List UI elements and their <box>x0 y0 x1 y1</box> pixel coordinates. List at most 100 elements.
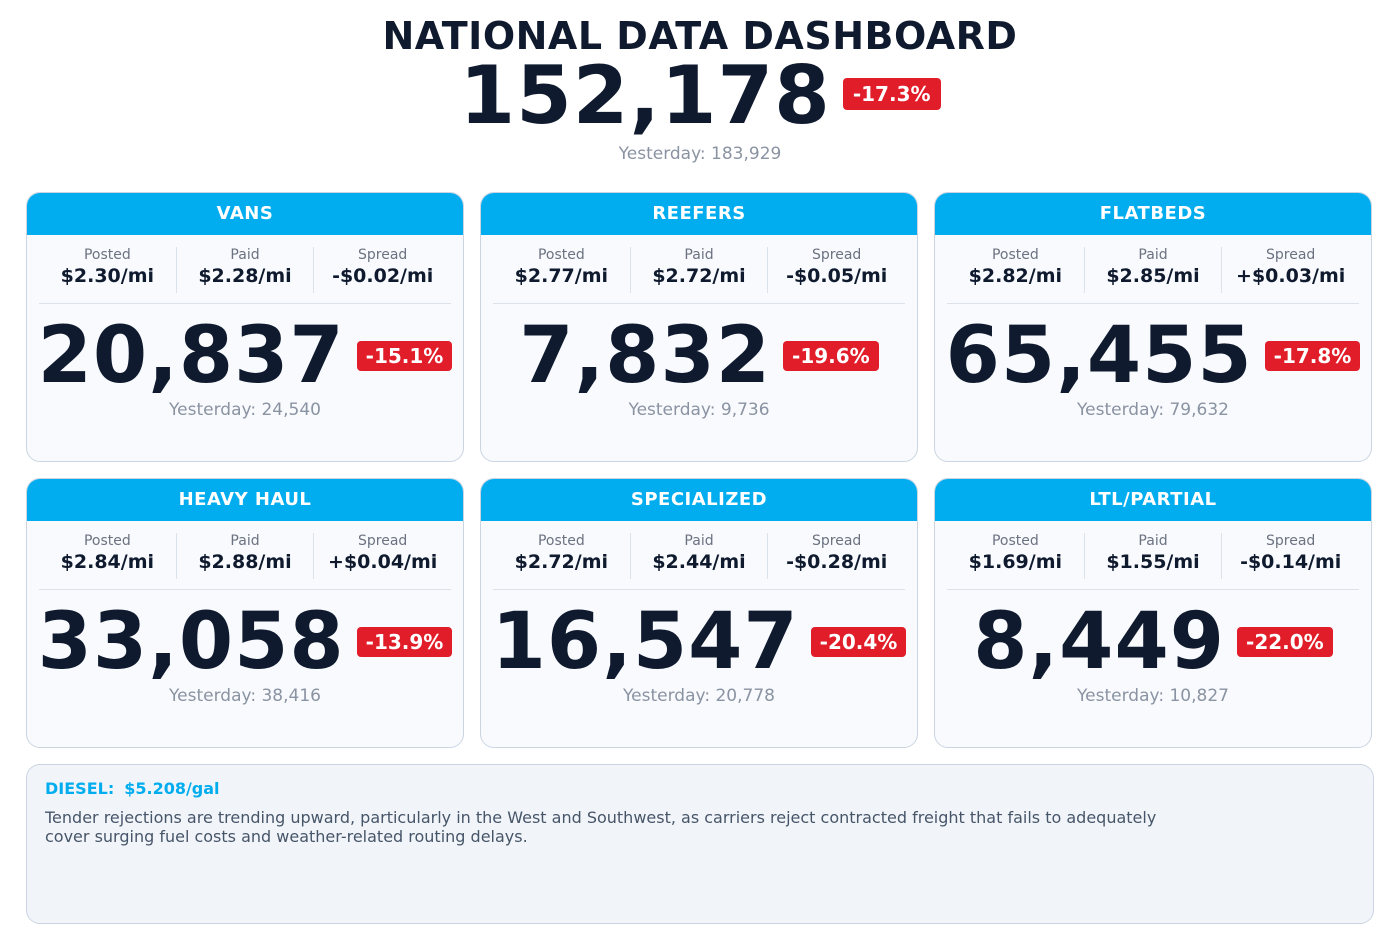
metric-label: Paid <box>684 533 714 549</box>
card-vans: VANS Posted $2.30/mi Paid $2.28/mi Spread -… <box>26 192 464 462</box>
metric-paid: Paid $2.44/mi <box>631 533 769 579</box>
metric-paid: Paid $2.72/mi <box>631 247 769 293</box>
metric-label: Posted <box>537 533 585 549</box>
metric-paid: Paid $2.88/mi <box>177 533 315 579</box>
total-change-badge: -17.3% <box>842 78 941 110</box>
card-title: SPECIALIZED <box>481 479 917 521</box>
metric-posted: Posted $1.69/mi <box>947 533 1085 579</box>
change-badge: -20.4% <box>810 627 907 657</box>
metric-label: Spread <box>358 247 408 263</box>
diesel-price: DIESEL: $5.208/gal <box>45 779 1355 798</box>
metric-label: Paid <box>230 247 260 263</box>
yesterday-count: Yesterday: 10,827 <box>1077 686 1229 706</box>
change-badge: -22.0% <box>1237 627 1333 657</box>
metric-spread: Spread -$0.14/mi <box>1222 533 1359 579</box>
metric-label: Spread <box>812 247 862 263</box>
diesel-value: $5.208/gal <box>124 779 220 798</box>
total-loads: 152,178 <box>459 49 831 142</box>
card-reefers: REEFERS Posted $2.77/mi Paid $2.72/mi Spre… <box>480 192 918 462</box>
change-badge: -13.9% <box>356 627 453 657</box>
change-badge: -15.1% <box>356 341 453 371</box>
load-count: 7,832 <box>519 311 772 401</box>
metric-label: Posted <box>83 533 131 549</box>
metric-value: $2.77/mi <box>514 265 609 287</box>
load-count: 8,449 <box>973 597 1226 687</box>
metric-label: Paid <box>1138 247 1168 263</box>
metric-value: $2.72/mi <box>652 265 746 287</box>
yesterday-count: Yesterday: 38,416 <box>169 686 321 706</box>
market-note-panel: DIESEL: $5.208/gal Tender rejections are … <box>26 764 1374 924</box>
yesterday-count: Yesterday: 20,778 <box>623 686 775 706</box>
total-row: 152,178 -17.3% <box>0 49 1400 142</box>
metric-value: $1.55/mi <box>1106 551 1200 573</box>
card-title: REEFERS <box>481 193 917 235</box>
metric-value: -$0.02/mi <box>332 265 434 287</box>
card-title: HEAVY HAUL <box>27 479 463 521</box>
load-count-row: 8,449 -22.0% <box>935 598 1371 686</box>
card-title: VANS <box>27 193 463 235</box>
rate-metrics: Posted $1.69/mi Paid $1.55/mi Spread -$0.14… <box>947 533 1359 590</box>
metric-label: Posted <box>537 247 585 263</box>
page-title: NATIONAL DATA DASHBOARD <box>382 14 1018 58</box>
load-count-row: 16,547 -20.4% <box>481 598 917 686</box>
metric-label: Spread <box>1266 247 1316 263</box>
rate-metrics: Posted $2.72/mi Paid $2.44/mi Spread -$0.28… <box>493 533 905 590</box>
load-count-row: 65,455 -17.8% <box>935 312 1371 400</box>
metric-value: +$0.04/mi <box>328 551 438 573</box>
metric-spread: Spread -$0.28/mi <box>768 533 905 579</box>
metric-value: $2.30/mi <box>60 265 155 287</box>
metric-posted: Posted $2.30/mi <box>39 247 177 293</box>
change-badge: -19.6% <box>783 341 879 371</box>
diesel-label: DIESEL: <box>45 779 115 798</box>
metric-value: $2.28/mi <box>198 265 292 287</box>
rate-metrics: Posted $2.30/mi Paid $2.28/mi Spread -$0.02… <box>39 247 451 304</box>
load-count: 33,058 <box>37 597 345 687</box>
metric-posted: Posted $2.72/mi <box>493 533 631 579</box>
rate-metrics: Posted $2.82/mi Paid $2.85/mi Spread +$0.03… <box>947 247 1359 304</box>
metric-label: Paid <box>230 533 260 549</box>
yesterday-count: Yesterday: 24,540 <box>169 400 321 420</box>
metric-value: $1.69/mi <box>968 551 1063 573</box>
metric-label: Posted <box>991 247 1039 263</box>
load-count-row: 20,837 -15.1% <box>27 312 463 400</box>
load-count: 16,547 <box>491 597 799 687</box>
metric-value: $2.72/mi <box>514 551 609 573</box>
rate-metrics: Posted $2.77/mi Paid $2.72/mi Spread -$0.05… <box>493 247 905 304</box>
metric-paid: Paid $2.28/mi <box>177 247 315 293</box>
metric-spread: Spread -$0.02/mi <box>314 247 451 293</box>
load-count: 65,455 <box>945 311 1253 401</box>
change-badge: -17.8% <box>1264 341 1361 371</box>
metric-label: Paid <box>1138 533 1168 549</box>
dashboard-header: NATIONAL DATA DASHBOARD 152,178 -17.3% Y… <box>0 14 1400 164</box>
yesterday-count: Yesterday: 9,736 <box>628 400 770 420</box>
metric-value: $2.44/mi <box>652 551 746 573</box>
metric-paid: Paid $2.85/mi <box>1085 247 1223 293</box>
metric-spread: Spread +$0.03/mi <box>1222 247 1359 293</box>
metric-spread: Spread -$0.05/mi <box>768 247 905 293</box>
card-title: LTL/PARTIAL <box>935 479 1371 521</box>
load-count: 20,837 <box>37 311 345 401</box>
card-flatbeds: FLATBEDS Posted $2.82/mi Paid $2.85/mi Spr… <box>934 192 1372 462</box>
metric-paid: Paid $1.55/mi <box>1085 533 1223 579</box>
load-count-row: 7,832 -19.6% <box>481 312 917 400</box>
metric-label: Spread <box>812 533 862 549</box>
metric-value: +$0.03/mi <box>1236 265 1346 287</box>
yesterday-count: Yesterday: 79,632 <box>1077 400 1229 420</box>
metric-posted: Posted $2.77/mi <box>493 247 631 293</box>
rate-metrics: Posted $2.84/mi Paid $2.88/mi Spread +$0.04… <box>39 533 451 590</box>
card-ltl-partial: LTL/PARTIAL Posted $1.69/mi Paid $1.55/mi … <box>934 478 1372 748</box>
metric-value: -$0.14/mi <box>1240 551 1342 573</box>
metric-label: Spread <box>358 533 408 549</box>
metric-value: $2.82/mi <box>968 265 1063 287</box>
load-count-row: 33,058 -13.9% <box>27 598 463 686</box>
metric-posted: Posted $2.84/mi <box>39 533 177 579</box>
total-yesterday: Yesterday: 183,929 <box>618 144 782 164</box>
card-title: FLATBEDS <box>935 193 1371 235</box>
metric-value: $2.85/mi <box>1106 265 1200 287</box>
metric-value: $2.84/mi <box>60 551 155 573</box>
metric-value: -$0.28/mi <box>786 551 888 573</box>
metric-spread: Spread +$0.04/mi <box>314 533 451 579</box>
card-specialized: SPECIALIZED Posted $2.72/mi Paid $2.44/mi … <box>480 478 918 748</box>
card-heavy-haul: HEAVY HAUL Posted $2.84/mi Paid $2.88/mi S… <box>26 478 464 748</box>
metric-value: $2.88/mi <box>198 551 292 573</box>
